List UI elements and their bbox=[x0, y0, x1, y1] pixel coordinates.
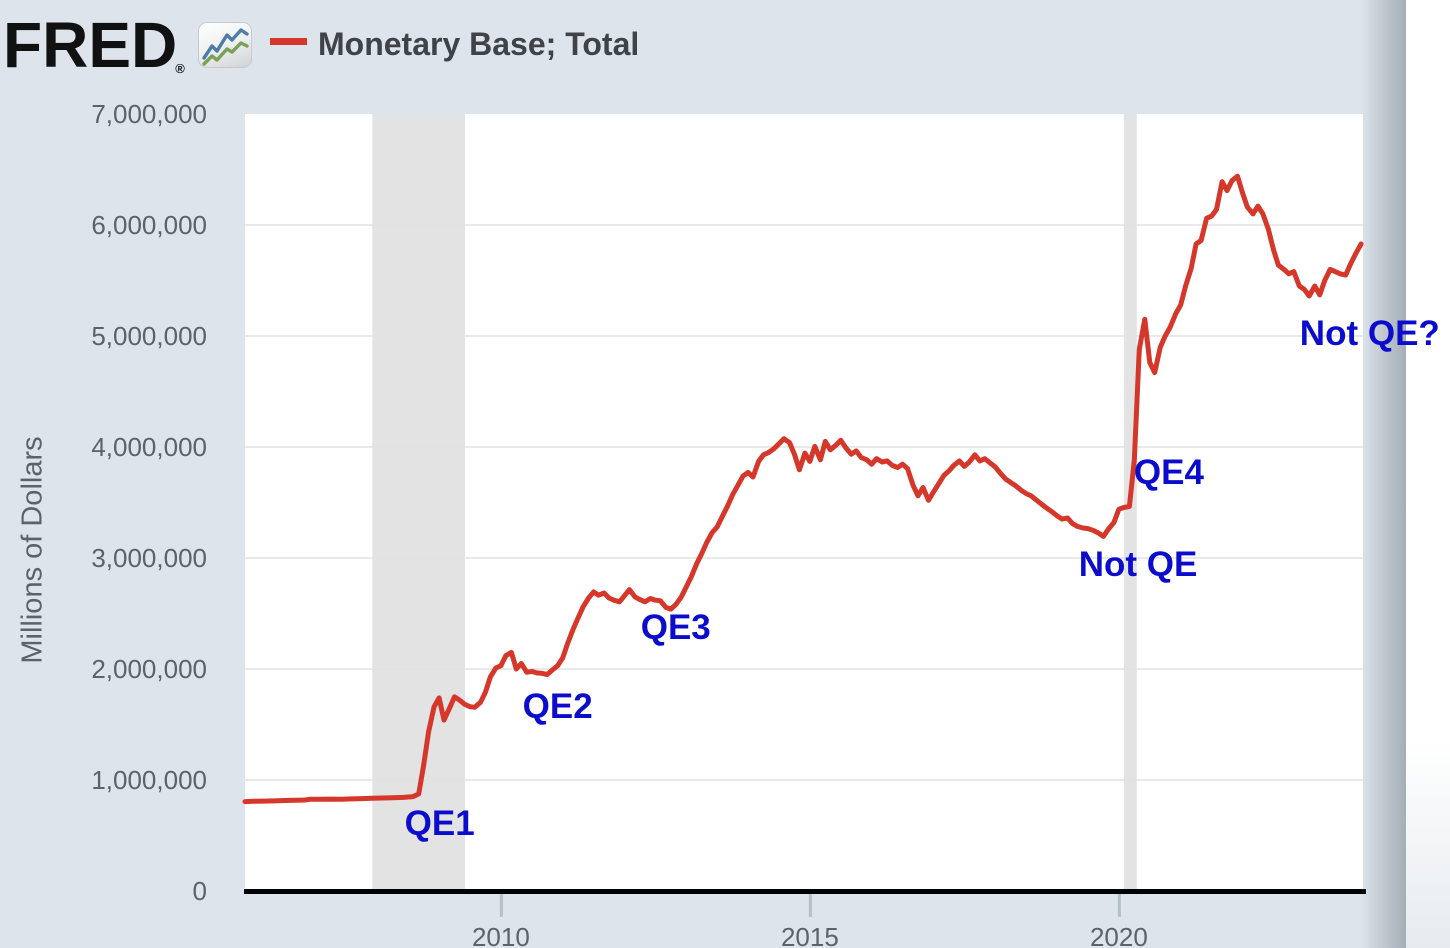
monetary-base-line bbox=[242, 173, 1364, 805]
legend-series-label: Monetary Base; Total bbox=[318, 26, 640, 62]
y-tick-label: 2,000,000 bbox=[91, 654, 207, 684]
annotation-not-qe: Not QE bbox=[1078, 544, 1198, 584]
y-tick-label: 3,000,000 bbox=[91, 543, 207, 573]
graph-icon-lines bbox=[202, 28, 249, 66]
y-tick-label: 7,000,000 bbox=[91, 99, 207, 129]
x-axis-tick bbox=[808, 894, 812, 917]
fred-logo: FRED® bbox=[3, 8, 187, 82]
x-axis-tick bbox=[499, 894, 503, 917]
annotation-qe2: QE2 bbox=[522, 687, 593, 727]
fred-logo-graph-icon bbox=[198, 22, 252, 68]
recession-band bbox=[372, 114, 466, 889]
annotation-qe1: QE1 bbox=[404, 804, 475, 844]
x-axis-line bbox=[244, 889, 1366, 894]
right-edge-shadow bbox=[1361, 0, 1406, 948]
annotation-qe3: QE3 bbox=[640, 607, 711, 647]
annotation-qe4: QE4 bbox=[1133, 452, 1204, 492]
annotation-not-qe-: Not QE? bbox=[1299, 313, 1440, 353]
x-axis-tick bbox=[1117, 894, 1121, 917]
y-tick-label: 1,000,000 bbox=[91, 765, 207, 795]
x-tick-label: 2010 bbox=[471, 922, 530, 948]
registered-trademark-symbol: ® bbox=[175, 61, 185, 76]
x-tick-label: 2015 bbox=[780, 922, 839, 948]
right-margin bbox=[1406, 0, 1450, 948]
y-tick-label: 5,000,000 bbox=[91, 321, 207, 351]
fred-logo-text: FRED bbox=[3, 9, 178, 81]
legend-line-swatch bbox=[270, 38, 307, 45]
y-tick-label: 4,000,000 bbox=[91, 432, 207, 462]
y-tick-label: 6,000,000 bbox=[91, 210, 207, 240]
x-tick-label: 2020 bbox=[1089, 922, 1148, 948]
y-tick-label: 0 bbox=[192, 876, 207, 906]
